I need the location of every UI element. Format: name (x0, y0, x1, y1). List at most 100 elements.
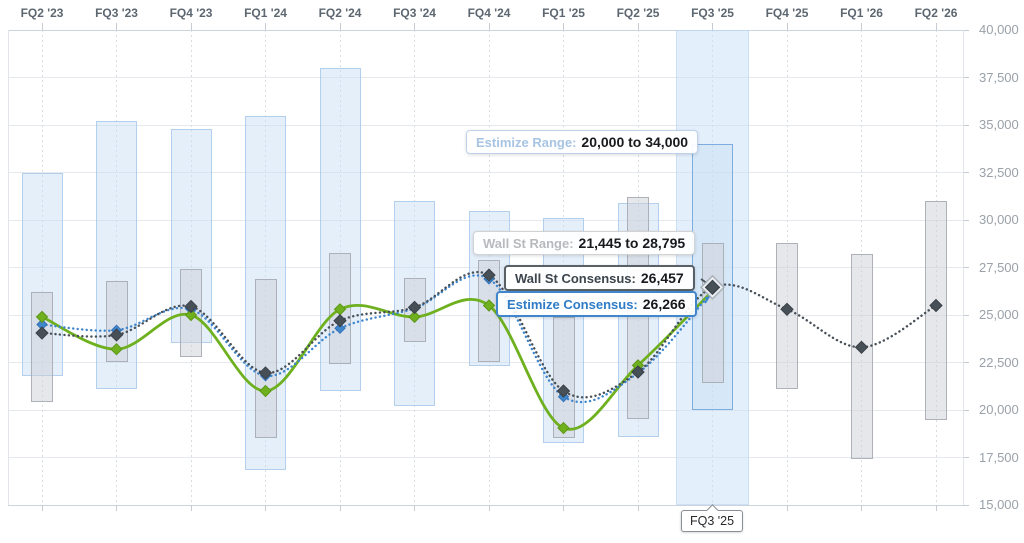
bottom-axis-tick (116, 505, 117, 511)
grid-hline (8, 457, 963, 458)
top-axis-label: FQ2 '24 (318, 6, 362, 20)
y-axis-tick (963, 124, 969, 126)
bottom-axis-tick (786, 505, 788, 511)
grid-vline (414, 30, 415, 505)
bottom-axis-tick (190, 505, 192, 511)
wallst-range-bar-3[interactable] (254, 278, 277, 439)
y-axis-tick (963, 504, 969, 506)
grid-hline (8, 409, 963, 411)
top-axis-label: FQ1 '24 (244, 6, 287, 20)
top-axis-tick (786, 23, 788, 30)
bottom-axis-tick (861, 505, 862, 511)
top-axis-tick (488, 23, 490, 30)
plot-left-border (8, 30, 9, 505)
grid-vline (41, 30, 43, 505)
bottom-axis-tick (41, 505, 43, 511)
top-axis-label: FQ4 '24 (467, 6, 511, 20)
top-axis-tick (116, 23, 117, 30)
y-axis-label: 25,000 (979, 307, 1019, 322)
selected-quarter-callout[interactable]: FQ3 '25 (680, 504, 744, 532)
grid-hline (8, 124, 963, 126)
y-axis-label: 20,000 (979, 402, 1019, 417)
wallst-consensus-label: Wall St Consensus: (515, 270, 636, 286)
top-axis-label: FQ1 '26 (840, 6, 883, 20)
y-axis-tick (963, 314, 969, 316)
grid-vline (116, 30, 117, 505)
bottom-axis-tick (414, 505, 415, 511)
y-axis-tick (963, 77, 969, 78)
bottom-axis-tick (488, 505, 490, 511)
top-axis-tick (712, 23, 713, 30)
grid-vline (265, 30, 266, 505)
bottom-axis-tick (935, 505, 937, 511)
top-axis-label: FQ2 '23 (20, 6, 64, 20)
top-axis-tick (637, 23, 639, 30)
top-axis-label: FQ3 '24 (393, 6, 436, 20)
wallst-range-label: Wall St Range: (483, 235, 574, 251)
grid-hline (8, 29, 963, 31)
top-axis-label: FQ4 '23 (169, 6, 213, 20)
y-axis-label: 37,500 (979, 69, 1019, 85)
estimize-consensus-label: Estimize Consensus: (507, 296, 638, 312)
y-axis-tick (963, 267, 969, 268)
wallst-range-bar-12[interactable] (925, 201, 947, 420)
top-axis-label: FQ3 '23 (95, 6, 138, 20)
estimize-consensus-tooltip: Estimize Consensus: 26,266 (496, 291, 697, 317)
bottom-axis-tick (339, 505, 341, 511)
top-axis-label: FQ3 '25 (691, 6, 734, 20)
y-axis-label: 17,500 (979, 449, 1019, 465)
top-axis-label: FQ1 '25 (542, 6, 585, 20)
grid-vline (190, 30, 192, 505)
grid-hline (8, 504, 963, 506)
y-axis-label: 40,000 (979, 22, 1019, 37)
wallst-range-bar-4[interactable] (329, 253, 351, 365)
wallst-consensus-tooltip: Wall St Consensus: 26,457 (504, 265, 695, 291)
wallst-range-bar-5[interactable] (403, 277, 426, 342)
grid-hline (8, 172, 963, 173)
estimize-range-value: 20,000 to 34,000 (581, 134, 689, 150)
y-axis-tick (963, 409, 969, 411)
grid-hline (8, 219, 963, 221)
grid-hline (8, 77, 963, 78)
wallst-range-bar-9[interactable] (701, 242, 724, 383)
wallst-range-bar-2[interactable] (180, 269, 202, 357)
top-axis-tick (339, 23, 341, 30)
y-axis-label: 22,500 (979, 354, 1019, 370)
wallst-range-bar-1[interactable] (105, 280, 128, 363)
wallst-range-bar-10[interactable] (776, 242, 798, 390)
plot-right-border (963, 30, 964, 505)
estimize-range-label: Estimize Range: (476, 134, 577, 150)
wallst-range-tooltip: Wall St Range: 21,445 to 28,795 (473, 231, 696, 255)
top-axis-tick (563, 23, 564, 30)
top-axis-tick (41, 23, 43, 30)
y-axis-label: 15,000 (979, 497, 1019, 512)
top-axis-tick (265, 23, 266, 30)
top-axis-label: FQ2 '26 (914, 6, 958, 20)
estimize-range-tooltip: Estimize Range: 20,000 to 34,000 (466, 130, 699, 154)
y-axis-label: 27,500 (979, 259, 1019, 275)
y-axis-label: 30,000 (979, 212, 1019, 227)
y-axis-tick (963, 362, 969, 363)
top-axis-tick (935, 23, 937, 30)
top-axis-tick (861, 23, 862, 30)
estimize-consensus-value: 26,266 (642, 296, 686, 312)
bottom-axis-tick (265, 505, 266, 511)
wallst-range-bar-11[interactable] (850, 254, 873, 460)
y-axis-tick (963, 457, 969, 458)
wallst-consensus-value: 26,457 (640, 270, 684, 286)
top-axis-tick (414, 23, 415, 30)
top-axis-tick (190, 23, 192, 30)
bottom-axis-tick (563, 505, 564, 511)
y-axis-label: 35,000 (979, 117, 1019, 132)
top-axis-label: FQ4 '25 (765, 6, 809, 20)
y-axis-tick (963, 219, 969, 221)
y-axis-tick (963, 29, 969, 31)
wallst-range-bar-0[interactable] (31, 292, 53, 403)
top-axis-label: FQ2 '25 (616, 6, 660, 20)
bottom-axis-tick (637, 505, 639, 511)
y-axis-label: 32,500 (979, 164, 1019, 180)
y-axis-tick (963, 172, 969, 173)
selected-quarter-label: FQ3 '25 (689, 514, 735, 528)
wallst-range-bar-7[interactable] (552, 316, 575, 439)
